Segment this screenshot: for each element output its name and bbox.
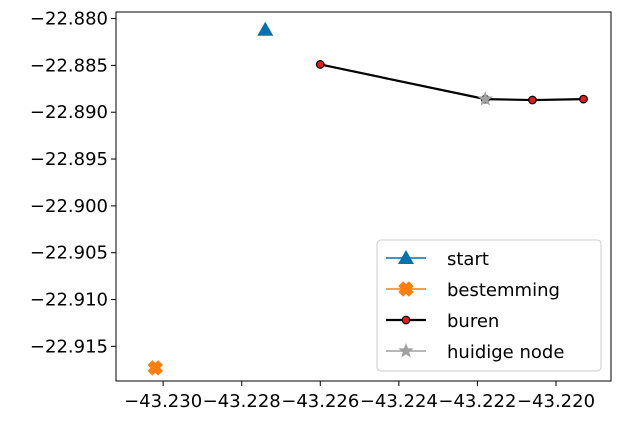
x-tick-label-2: −43.226: [281, 391, 359, 412]
y-tick-label-6: −22.910: [30, 290, 108, 311]
series-bestemming: [147, 360, 163, 376]
plot-area: [147, 21, 588, 376]
legend-item-start: start: [386, 249, 489, 270]
point-huidige-node-0: [477, 91, 493, 106]
legend-marker-bestemming: [398, 281, 414, 297]
legend: start bestemming buren huidige node: [376, 239, 602, 372]
point-bestemming-0: [147, 360, 163, 376]
legend-marker-start: [398, 250, 414, 264]
x-tick-label-0: −43.230: [124, 391, 202, 412]
x-tick-label-3: −43.224: [360, 391, 438, 412]
y-tick-label-4: −22.900: [30, 196, 108, 217]
legend-marker-bestemming-bar-b: [398, 281, 414, 297]
legend-item-buren: buren: [386, 311, 499, 332]
point-bestemming-0-bar-b: [147, 360, 163, 376]
legend-label-start: start: [447, 249, 489, 270]
x-tick-label-5: −43.220: [517, 391, 595, 412]
point-buren-2: [528, 95, 537, 105]
axes: −43.230 −43.228 −43.226 −43.224 −43.222 −43.2…: [30, 9, 612, 412]
x-tick-label-4: −43.222: [438, 391, 516, 412]
x-tick-label-1: −43.228: [203, 391, 281, 412]
y-tick-label-3: −22.895: [30, 149, 108, 170]
series-huidige-node: [477, 91, 493, 106]
y-tick-label-0: −22.880: [30, 9, 108, 30]
legend-label-bestemming: bestemming: [447, 280, 560, 301]
y-tick-label-2: −22.890: [30, 102, 108, 123]
legend-box: [376, 239, 602, 372]
point-start-0: [257, 21, 274, 36]
series-line-buren: [320, 63, 584, 102]
legend-label-huidige-node: huidige node: [447, 342, 564, 363]
axes-frame: [115, 11, 612, 382]
legend-item-huidige-node: huidige node: [386, 342, 564, 363]
legend-label-buren: buren: [447, 311, 499, 332]
legend-item-bestemming: bestemming: [386, 280, 560, 301]
point-buren-3: [579, 94, 588, 104]
y-tick-label-5: −22.905: [30, 243, 108, 264]
point-buren-0: [315, 60, 325, 69]
y-tick-label-1: −22.885: [30, 55, 108, 76]
y-tick-label-7: −22.915: [30, 336, 108, 357]
legend-marker-buren: [401, 315, 411, 325]
series-start: [257, 21, 274, 36]
legend-marker-huidige-node: [398, 343, 414, 358]
